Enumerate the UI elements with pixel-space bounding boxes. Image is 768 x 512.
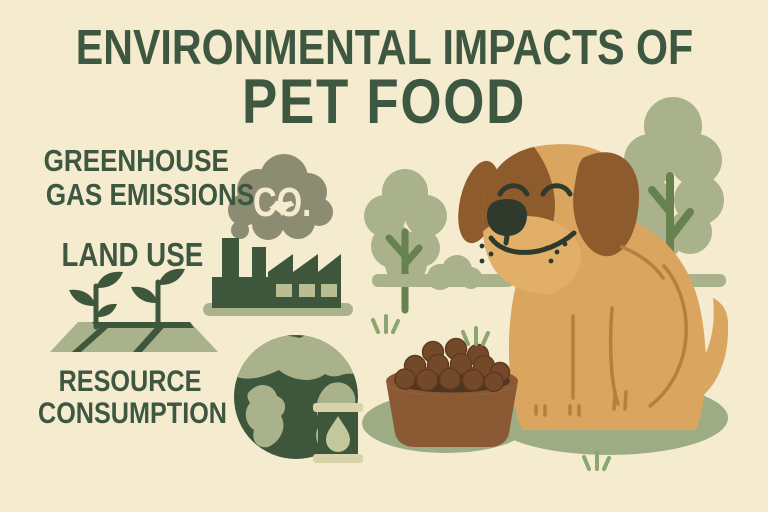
title-line-1: ENVIRONMENTAL IMPACTS OF	[75, 21, 693, 75]
dog-mouth	[488, 230, 577, 255]
oil-can-icon	[313, 403, 363, 463]
field-icon	[50, 322, 218, 352]
tree-icon-right	[619, 97, 724, 294]
grass-tuft-icon	[371, 314, 400, 334]
label-land-use: LAND USE	[26, 236, 238, 274]
grass-tuft-icon	[461, 326, 490, 346]
resource-line-1: RESOURCE	[58, 365, 202, 398]
dog-eye-right	[540, 183, 573, 197]
sprout-icon	[69, 268, 185, 330]
dog-right-ear	[573, 152, 640, 257]
dog-rear-paw	[598, 386, 643, 412]
label-greenhouse-gas-emissions: GREENHOUSE GAS EMISSIONS	[26, 143, 255, 212]
ground-line-left	[372, 274, 514, 287]
dog-eye-left	[497, 183, 530, 197]
page-title: ENVIRONMENTAL IMPACTS OF PET FOOD	[0, 24, 768, 134]
drop-icon	[326, 416, 350, 452]
resource-line-2: CONSUMPTION	[38, 396, 227, 430]
dog-nose	[487, 199, 527, 236]
title-line-2: PET FOOD	[242, 67, 526, 137]
dog-whisker-dots	[479, 241, 568, 264]
dog-detail-lines	[534, 245, 688, 417]
tree-icon-left	[364, 169, 447, 314]
factory-icon	[203, 238, 353, 316]
co2-text: CO.	[253, 178, 311, 224]
dog-front-legs	[524, 298, 590, 416]
greenhouse-line-1: GREENHOUSE	[43, 143, 229, 178]
food-bowl-icon	[386, 337, 518, 447]
kibble	[394, 337, 511, 393]
co2-cloud-icon: CO.	[227, 154, 333, 250]
greenhouse-line-2: GAS EMISSIONS	[45, 177, 255, 213]
land-use-line: LAND USE	[61, 236, 203, 273]
grass-tuft-icon	[582, 451, 611, 471]
dog-illustration	[458, 144, 729, 430]
label-resource-consumption: RESOURCE CONSUMPTION	[20, 366, 240, 430]
